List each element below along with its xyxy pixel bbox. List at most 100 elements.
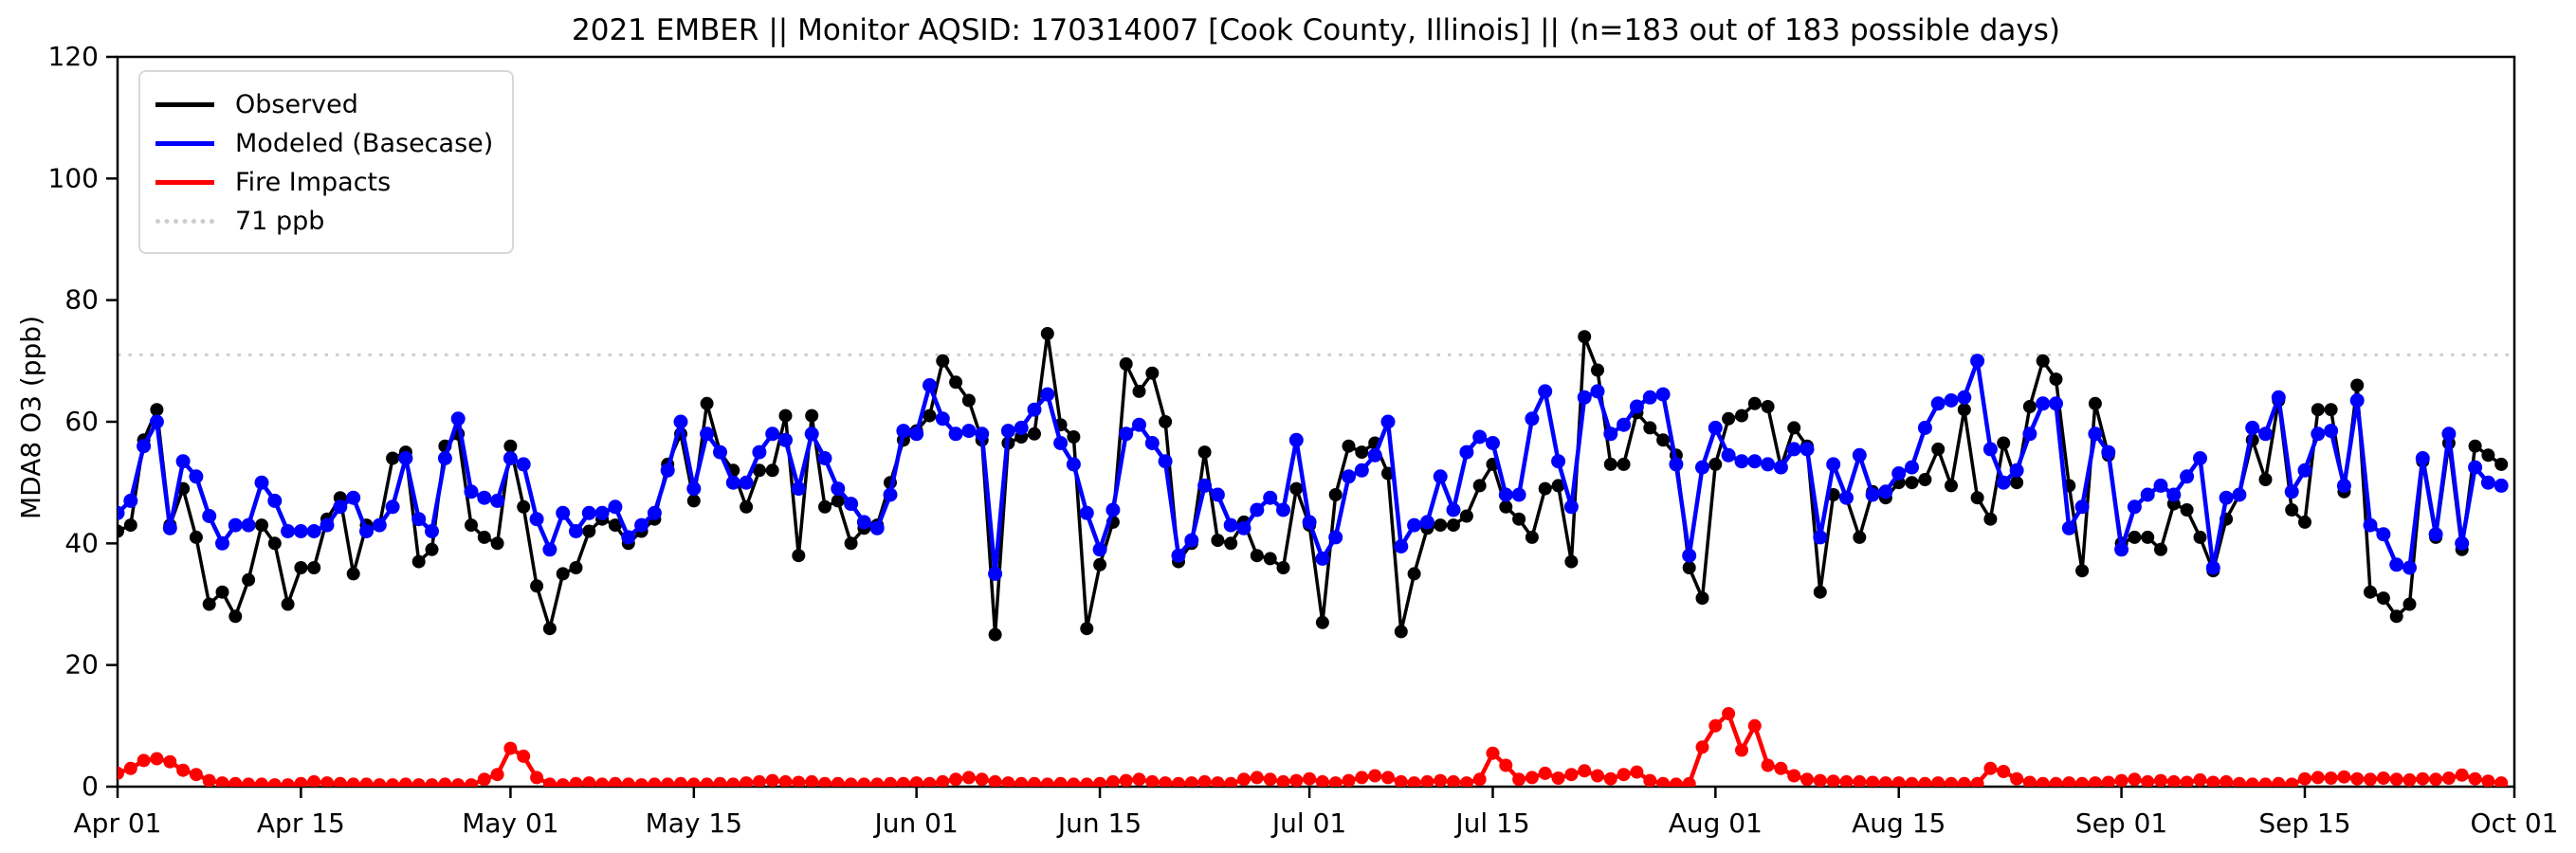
data-point xyxy=(2494,457,2509,471)
data-point xyxy=(2350,771,2365,786)
data-point xyxy=(1080,777,1094,787)
data-point xyxy=(1498,487,1513,502)
data-point xyxy=(228,517,243,533)
data-point xyxy=(818,499,831,514)
data-point xyxy=(752,463,766,478)
data-point xyxy=(2468,771,2482,786)
data-point xyxy=(202,509,217,523)
data-point xyxy=(1499,758,1513,772)
series-line xyxy=(118,332,2503,637)
data-point xyxy=(621,777,635,787)
data-point xyxy=(725,475,740,490)
data-point xyxy=(1472,772,1487,787)
data-point xyxy=(1761,457,1776,472)
data-point xyxy=(1119,773,1133,787)
data-point xyxy=(1578,330,1592,344)
data-point xyxy=(2324,403,2338,417)
data-point xyxy=(936,354,950,368)
data-point xyxy=(752,774,766,787)
data-point xyxy=(2416,771,2430,786)
data-point xyxy=(844,777,858,787)
data-point xyxy=(817,451,832,465)
data-point xyxy=(2088,426,2103,442)
data-point xyxy=(517,749,531,763)
data-point xyxy=(1722,411,1736,426)
data-point xyxy=(870,777,885,787)
data-point xyxy=(1525,411,1540,426)
data-point xyxy=(608,776,622,787)
data-point xyxy=(1132,384,1146,398)
data-point xyxy=(2128,772,2142,787)
data-point xyxy=(1695,740,1709,754)
data-point xyxy=(2468,460,2483,475)
data-point xyxy=(1826,457,1841,472)
data-point xyxy=(1053,776,1068,787)
data-point xyxy=(1105,502,1121,517)
data-point xyxy=(372,517,387,533)
data-point xyxy=(634,517,649,533)
data-point xyxy=(1591,769,1604,783)
data-point xyxy=(2022,775,2037,787)
data-point xyxy=(556,567,570,581)
data-point xyxy=(1211,776,1225,787)
data-point xyxy=(1250,502,1265,517)
data-point xyxy=(2036,776,2050,787)
series-fire-impacts xyxy=(118,707,2509,787)
data-point xyxy=(936,774,950,787)
data-point xyxy=(386,778,400,787)
data-point xyxy=(1708,457,1723,471)
data-point xyxy=(1866,775,1880,787)
data-point xyxy=(1145,366,1160,380)
data-point xyxy=(1747,718,1762,733)
data-point xyxy=(2245,777,2259,787)
data-point xyxy=(254,475,269,490)
data-point xyxy=(2376,771,2390,785)
data-point xyxy=(1342,469,1356,484)
chart-title: 2021 EMBER || Monitor AQSID: 170314007 [… xyxy=(572,13,2060,47)
data-point xyxy=(1997,765,2011,778)
data-point xyxy=(1355,445,1369,460)
data-point xyxy=(569,776,583,787)
data-point xyxy=(123,518,137,533)
data-point xyxy=(1957,390,1972,405)
data-point xyxy=(1080,622,1094,636)
data-point xyxy=(2245,420,2260,435)
data-point xyxy=(1865,487,1880,502)
data-point xyxy=(2441,426,2457,442)
data-point xyxy=(1315,774,1329,787)
data-point xyxy=(1210,487,1225,502)
data-point xyxy=(935,411,950,426)
data-point xyxy=(778,408,793,423)
data-point xyxy=(437,451,452,465)
data-point xyxy=(385,499,400,515)
data-point xyxy=(530,579,544,593)
data-point xyxy=(1079,505,1094,520)
data-point xyxy=(923,776,937,787)
data-point xyxy=(189,469,204,484)
data-point xyxy=(281,597,295,611)
data-point xyxy=(1302,515,1317,530)
data-point xyxy=(883,487,898,502)
data-point xyxy=(150,752,164,766)
data-point xyxy=(556,778,570,787)
data-point xyxy=(1197,774,1212,787)
data-point xyxy=(2206,775,2220,787)
data-point xyxy=(1419,515,1434,530)
data-point xyxy=(1905,776,1919,787)
x-tick-label: May 15 xyxy=(646,808,742,839)
data-point xyxy=(530,771,544,785)
data-point xyxy=(581,505,596,520)
data-point xyxy=(2480,475,2495,490)
data-point xyxy=(621,530,636,545)
data-point xyxy=(450,411,466,426)
data-point xyxy=(215,776,229,787)
data-point xyxy=(1224,776,1238,787)
data-point xyxy=(137,753,151,768)
data-point xyxy=(2049,776,2063,787)
data-point xyxy=(1617,417,1632,432)
data-point xyxy=(2298,771,2311,786)
data-point xyxy=(2061,520,2076,535)
data-point xyxy=(281,524,296,538)
data-point xyxy=(202,773,216,787)
data-point xyxy=(2010,771,2024,786)
